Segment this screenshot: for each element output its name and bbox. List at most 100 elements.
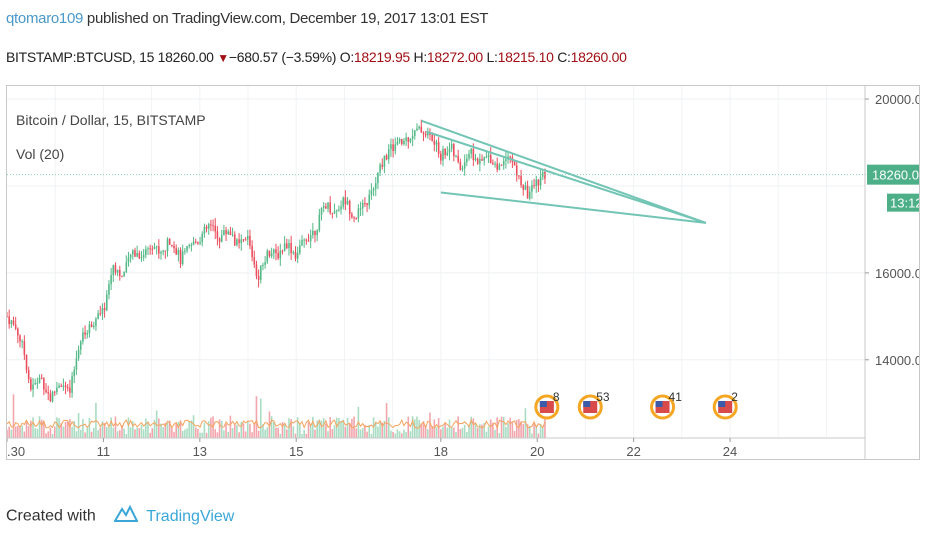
candle-body xyxy=(355,218,358,220)
candle-body xyxy=(79,341,82,350)
volume-bar xyxy=(344,426,347,438)
candle-body xyxy=(58,385,60,388)
volume-bar xyxy=(450,427,453,438)
volume-bar xyxy=(294,433,297,438)
candle-body xyxy=(21,341,23,343)
candle-body xyxy=(385,155,388,160)
volume-bar xyxy=(309,424,312,438)
candle-body xyxy=(342,197,345,207)
candle-body xyxy=(531,185,533,192)
volume-bar xyxy=(539,423,542,438)
x-tick-label: 15 xyxy=(289,444,303,459)
candle-body xyxy=(453,144,455,157)
high-value: 18272.00 xyxy=(426,49,483,65)
candle-body xyxy=(372,188,375,191)
event-flag-canton xyxy=(655,401,663,407)
volume-bar xyxy=(82,419,84,438)
candle-body xyxy=(53,391,56,393)
price-chart[interactable]: 8 53 41 2 20000.00 16000.00 14000.00 18260.00 1… xyxy=(7,86,919,459)
tradingview-logo-icon[interactable] xyxy=(113,504,139,528)
volume-bar xyxy=(90,431,93,438)
candle-body xyxy=(171,244,173,246)
candle-body xyxy=(272,249,275,254)
candle-body xyxy=(10,320,13,325)
volume-bar xyxy=(418,419,420,438)
candle-body xyxy=(520,175,522,186)
volume-bar xyxy=(494,429,496,438)
candle-body xyxy=(99,313,102,315)
volume-bar xyxy=(47,431,50,438)
volume-bar xyxy=(190,420,193,438)
open-value: 18219.95 xyxy=(353,49,410,65)
volume-bar xyxy=(246,421,249,438)
volume-bar xyxy=(216,432,219,438)
volume-bar xyxy=(244,431,247,438)
volume-bar xyxy=(73,421,76,438)
volume-bar xyxy=(71,426,73,438)
candle-body xyxy=(325,206,327,209)
volume-bar xyxy=(325,423,327,438)
volume-bar xyxy=(192,415,195,438)
volume-bar xyxy=(288,418,290,438)
candle-body xyxy=(277,253,279,259)
candle-body xyxy=(45,389,47,393)
candle-body xyxy=(7,316,8,318)
volume-bar xyxy=(233,423,236,438)
tradingview-brand[interactable]: TradingView xyxy=(146,507,235,525)
volume-bar xyxy=(524,408,527,438)
volume-bar xyxy=(281,422,284,438)
candle-body xyxy=(400,138,403,144)
candle-body xyxy=(145,248,147,255)
volume-bar xyxy=(199,432,201,438)
candle-body xyxy=(314,230,316,236)
candle-body xyxy=(82,332,84,342)
volume-bar xyxy=(158,418,160,438)
candle-body xyxy=(472,148,475,160)
candle-body xyxy=(338,209,340,211)
candle-body xyxy=(38,377,41,383)
volume-bar xyxy=(427,429,429,438)
volume-bar xyxy=(197,429,199,438)
author-link[interactable]: qtomaro109 xyxy=(6,10,84,27)
volume-bar xyxy=(338,418,340,438)
volume-bar xyxy=(238,432,240,438)
volume-bar xyxy=(23,431,26,438)
volume-bar xyxy=(364,424,366,438)
volume-bar xyxy=(275,427,277,438)
volume-bar xyxy=(19,427,21,438)
candle-body xyxy=(151,248,154,250)
candle-body xyxy=(541,171,544,177)
trendline[interactable] xyxy=(426,130,707,224)
candle-body xyxy=(88,324,91,334)
candle-body xyxy=(340,206,342,210)
candle-body xyxy=(253,257,256,265)
volume-bar xyxy=(210,417,212,438)
trendline[interactable] xyxy=(440,191,707,224)
volume-bar xyxy=(121,425,123,438)
candle-body xyxy=(19,335,21,342)
trendline[interactable] xyxy=(421,119,707,224)
candle-body xyxy=(494,163,496,165)
candle-body xyxy=(544,171,546,179)
candle-body xyxy=(75,358,78,370)
candle-body xyxy=(483,157,486,161)
volume-bar xyxy=(513,431,516,438)
candle-body xyxy=(62,385,65,387)
volume-bar xyxy=(303,429,305,438)
volume-bar xyxy=(97,430,99,438)
volume-bar xyxy=(242,423,245,438)
volume-bar xyxy=(92,427,95,438)
chart-frame[interactable]: 8 53 41 2 20000.00 16000.00 14000.00 18260.00 1… xyxy=(6,85,920,460)
volume-bar xyxy=(149,432,151,438)
volume-bar xyxy=(531,433,533,438)
candle-body xyxy=(47,392,50,394)
candle-body xyxy=(264,262,266,265)
candle-body xyxy=(103,308,106,311)
volume-bar xyxy=(99,427,102,438)
volume-bar xyxy=(429,412,431,438)
volume-bar xyxy=(385,403,388,438)
candle-body xyxy=(524,185,527,190)
volume-bar xyxy=(218,419,221,438)
candle-body xyxy=(266,250,269,263)
candle-body xyxy=(348,200,351,215)
